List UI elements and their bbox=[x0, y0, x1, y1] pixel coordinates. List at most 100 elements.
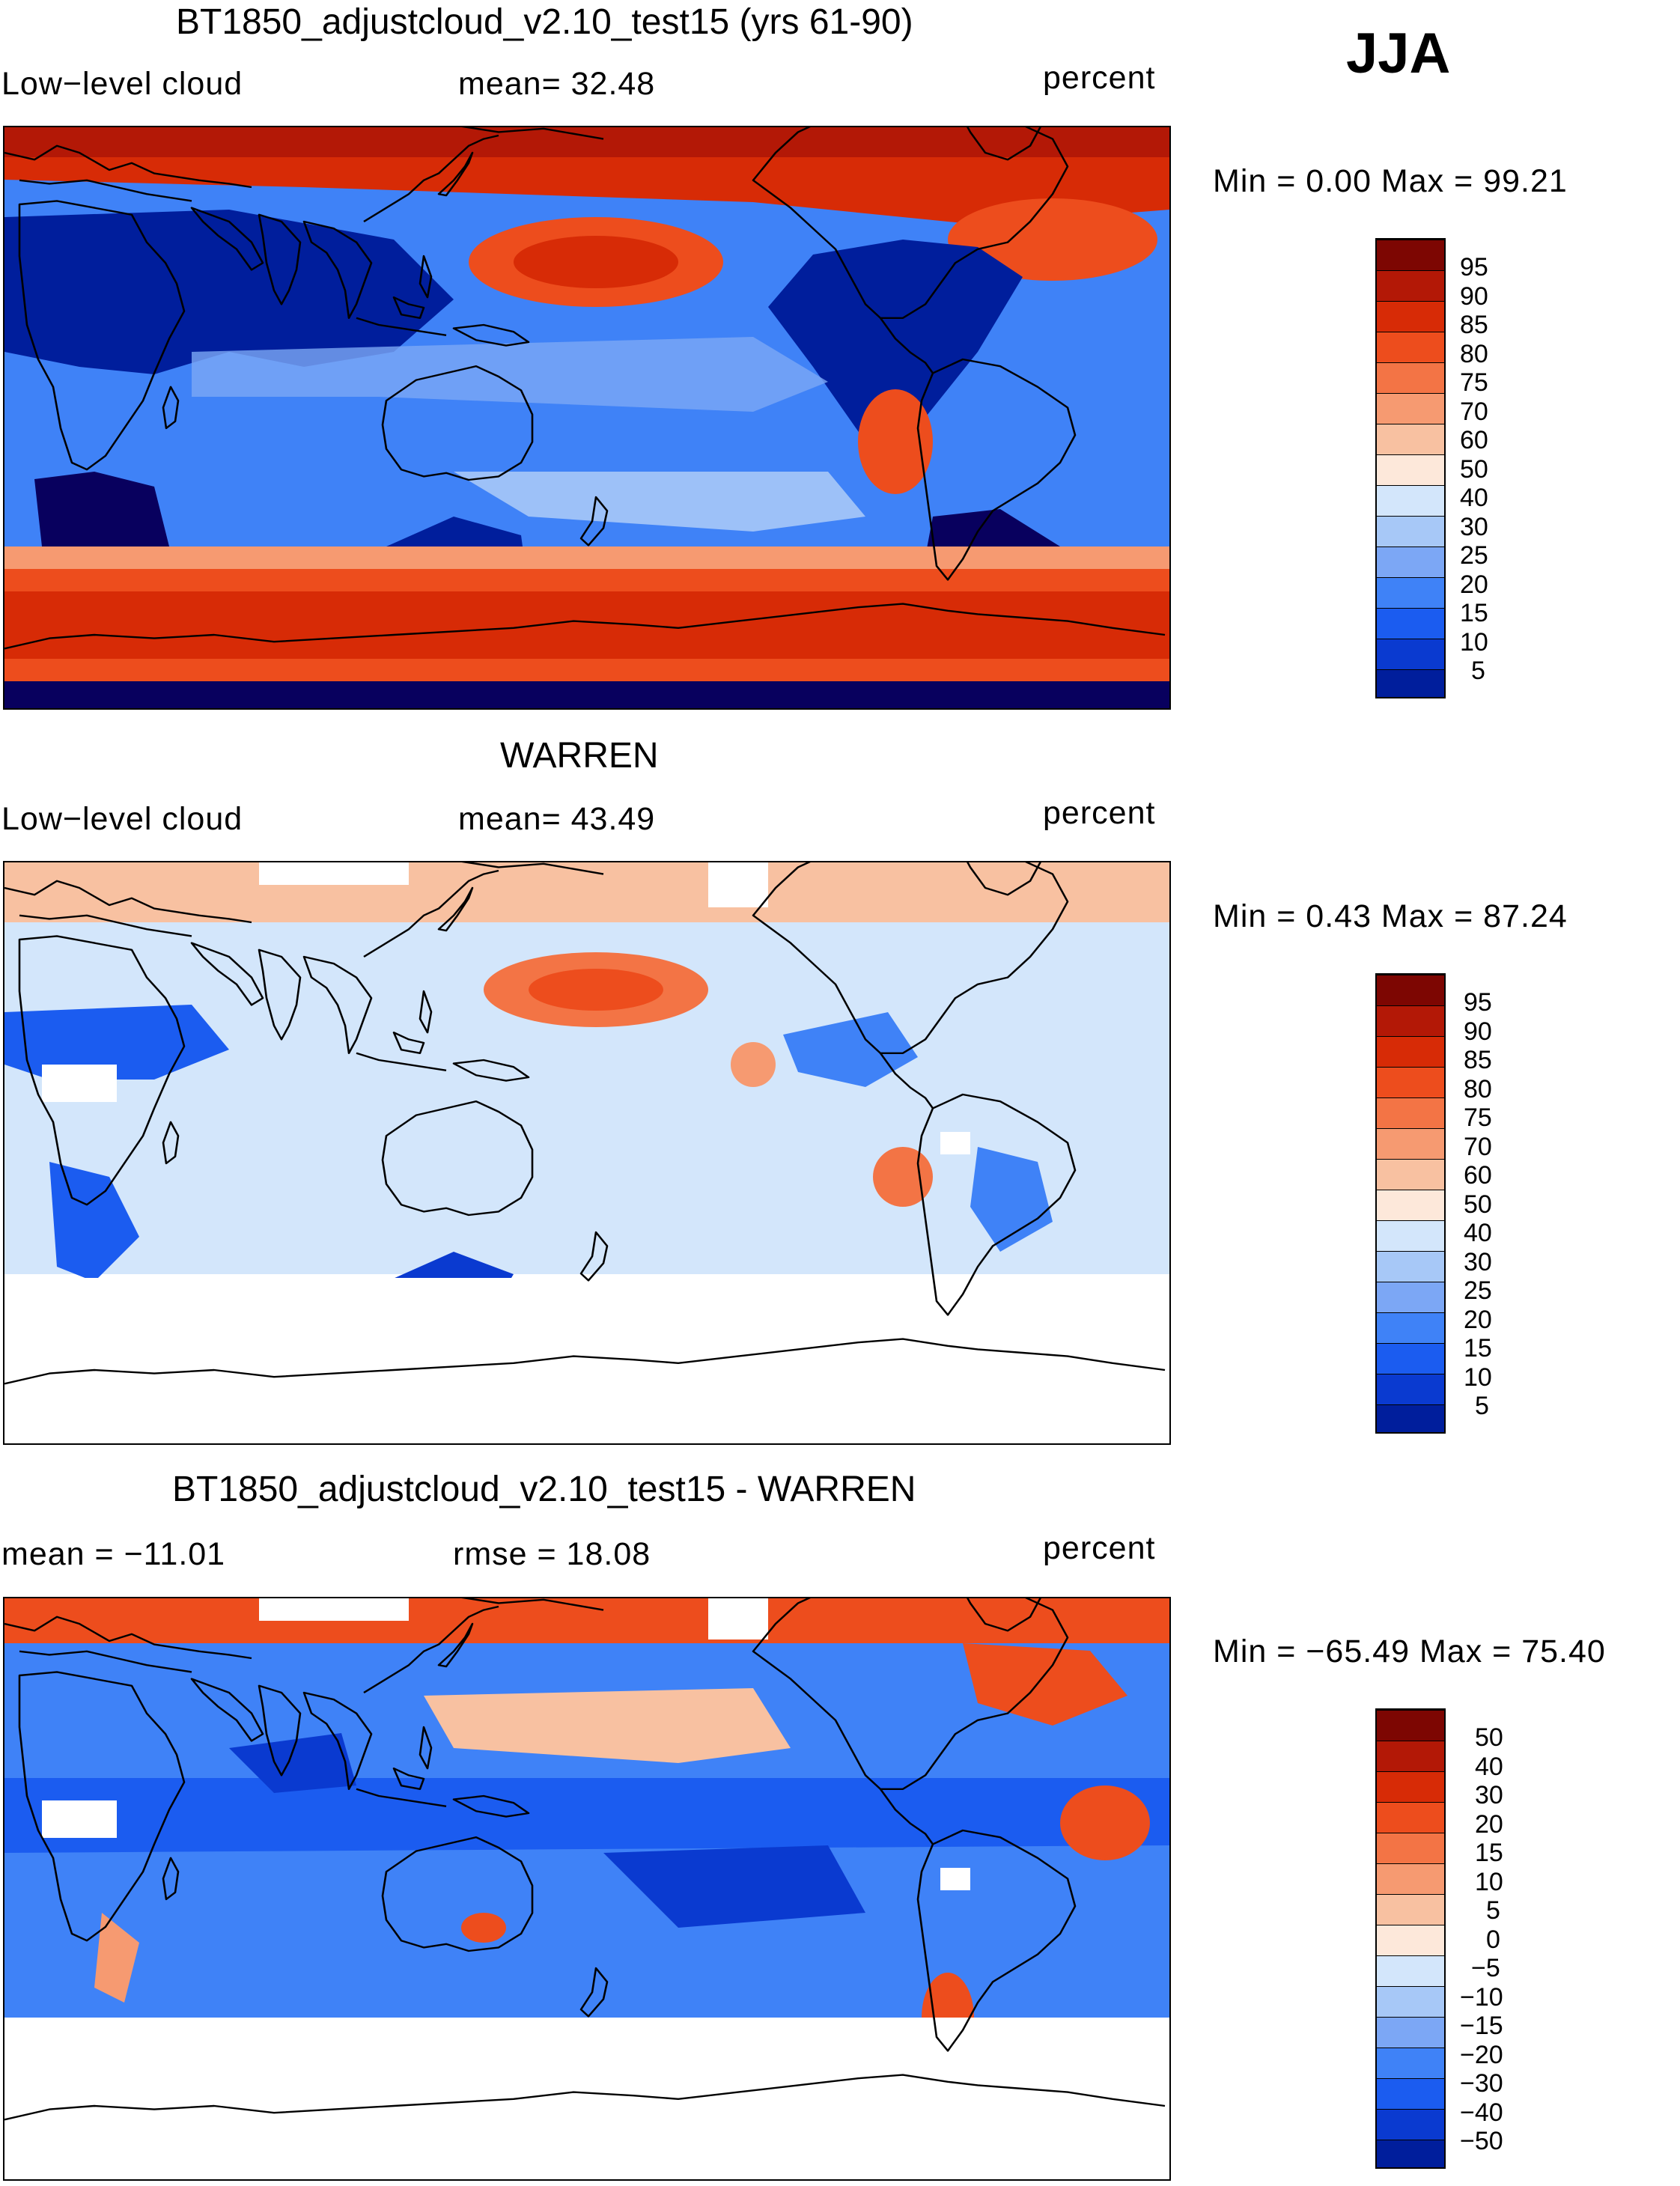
colorbar-tick-label: 90 bbox=[1464, 1017, 1492, 1046]
panel1-units-label: percent bbox=[1043, 60, 1156, 96]
subtropical-cloud bbox=[731, 1042, 776, 1087]
colorbar-segment bbox=[1377, 424, 1444, 454]
south-atlantic-difference bbox=[1060, 1785, 1150, 1860]
colorbar-tick-label: 15 bbox=[1464, 1334, 1492, 1363]
colorbar-segment bbox=[1377, 669, 1444, 697]
no-data-region-south bbox=[4, 2018, 1169, 2179]
panel2-units-label: percent bbox=[1043, 795, 1156, 831]
colorbar-segment bbox=[1377, 1802, 1444, 1833]
colorbar-segment bbox=[1377, 1220, 1444, 1251]
colorbar-segment bbox=[1377, 639, 1444, 669]
panel1-map-plot bbox=[4, 127, 1169, 708]
south-america-low-cloud bbox=[970, 1147, 1053, 1252]
colorbar-tick-label: 30 bbox=[1464, 1248, 1492, 1276]
colorbar-tick-label: −10 bbox=[1460, 1983, 1503, 2012]
colorbar-segment bbox=[1377, 2017, 1444, 2048]
colorbar-segment bbox=[1377, 393, 1444, 424]
panel3-minmax-label: Min = −65.49 Max = 75.40 bbox=[1213, 1634, 1606, 1669]
panel2-map bbox=[3, 861, 1171, 1445]
colorbar-segment bbox=[1377, 270, 1444, 301]
colorbar-tick-label: 5 bbox=[1471, 657, 1485, 685]
panel3-rmse-label: rmse = 18.08 bbox=[453, 1536, 651, 1572]
colorbar-segment bbox=[1377, 1894, 1444, 1925]
colorbar-segment bbox=[1377, 1710, 1444, 1741]
colorbar-tick-label: 85 bbox=[1464, 1046, 1492, 1074]
panel3-map bbox=[3, 1597, 1171, 2181]
colorbar-tick-label: 80 bbox=[1460, 340, 1488, 368]
north-pacific-difference bbox=[424, 1688, 791, 1763]
colorbar-tick-label: 25 bbox=[1460, 541, 1488, 570]
colorbar-segment bbox=[1377, 1067, 1444, 1097]
colorbar-segment bbox=[1377, 1374, 1444, 1404]
panel2-map-plot bbox=[4, 862, 1169, 1443]
panel3-colorbar bbox=[1375, 1708, 1446, 2169]
greenland-difference bbox=[963, 1643, 1127, 1726]
missing-data-region bbox=[708, 1598, 768, 1640]
colorbar-segment bbox=[1377, 608, 1444, 639]
panel1-colorbar bbox=[1375, 238, 1446, 698]
colorbar-tick-label: 0 bbox=[1486, 1925, 1500, 1954]
colorbar-segment bbox=[1377, 1404, 1444, 1432]
africa-difference bbox=[94, 1913, 139, 2003]
colorbar-tick-label: 40 bbox=[1464, 1219, 1492, 1247]
colorbar-tick-label: 5 bbox=[1486, 1896, 1500, 1925]
arctic-cloud-band-lower bbox=[4, 157, 1169, 225]
eurasia-low-cloud bbox=[4, 1005, 229, 1080]
colorbar-segment bbox=[1377, 2109, 1444, 2140]
missing-data-region bbox=[259, 862, 409, 885]
colorbar-tick-label: 20 bbox=[1460, 570, 1488, 599]
colorbar-segment bbox=[1377, 332, 1444, 362]
colorbar-segment bbox=[1377, 1005, 1444, 1036]
north-atlantic-cloud bbox=[948, 198, 1157, 281]
eurasia-low-cloud bbox=[4, 210, 454, 374]
colorbar-segment bbox=[1377, 1036, 1444, 1067]
panel3-mean-label: mean = −11.01 bbox=[1, 1536, 226, 1572]
colorbar-segment bbox=[1377, 1343, 1444, 1374]
colorbar-segment bbox=[1377, 516, 1444, 546]
colorbar-tick-label: 40 bbox=[1475, 1753, 1503, 1781]
panel1-map bbox=[3, 126, 1171, 710]
panel1-title: BT1850_adjustcloud_v2.10_test15 (yrs 61-… bbox=[176, 2, 913, 42]
africa-low-cloud bbox=[49, 1162, 139, 1282]
colorbar-segment bbox=[1377, 975, 1444, 1005]
colorbar-segment bbox=[1377, 1312, 1444, 1343]
colorbar-tick-label: 10 bbox=[1475, 1868, 1503, 1896]
colorbar-tick-label: −15 bbox=[1460, 2012, 1503, 2040]
tropical-difference-band bbox=[4, 1778, 1169, 1853]
missing-data-region bbox=[708, 862, 768, 907]
colorbar-segment bbox=[1377, 301, 1444, 332]
southern-ocean-band-core bbox=[4, 591, 1169, 659]
colorbar-tick-label: 5 bbox=[1475, 1392, 1489, 1420]
colorbar-segment bbox=[1377, 1128, 1444, 1159]
colorbar-tick-label: 70 bbox=[1464, 1133, 1492, 1161]
colorbar-tick-label: 30 bbox=[1475, 1781, 1503, 1809]
colorbar-segment bbox=[1377, 1986, 1444, 2017]
colorbar-tick-label: 15 bbox=[1475, 1839, 1503, 1867]
panel2-title: WARREN bbox=[500, 736, 659, 776]
colorbar-tick-label: 95 bbox=[1460, 253, 1488, 281]
tropical-band bbox=[192, 337, 828, 412]
colorbar-tick-label: 70 bbox=[1460, 398, 1488, 426]
colorbar-segment bbox=[1377, 546, 1444, 577]
colorbar-tick-label: 85 bbox=[1460, 311, 1488, 339]
missing-data-region bbox=[259, 1598, 409, 1621]
colorbar-segment bbox=[1377, 1833, 1444, 1863]
south-pacific-band bbox=[454, 472, 865, 532]
panel3-map-plot bbox=[4, 1598, 1169, 2179]
colorbar-segment bbox=[1377, 1282, 1444, 1312]
colorbar-tick-label: 50 bbox=[1464, 1190, 1492, 1219]
colorbar-segment bbox=[1377, 1741, 1444, 1771]
north-pacific-stratus-core bbox=[514, 236, 678, 288]
missing-data-region bbox=[42, 1800, 117, 1838]
colorbar-tick-label: −5 bbox=[1471, 1954, 1500, 1982]
panel1-minmax-label: Min = 0.00 Max = 99.21 bbox=[1213, 163, 1568, 199]
panel2-variable-label: Low−level cloud bbox=[1, 801, 243, 837]
colorbar-tick-label: 80 bbox=[1464, 1075, 1492, 1103]
antarctica-field bbox=[4, 681, 1169, 708]
panel2-colorbar bbox=[1375, 973, 1446, 1434]
panel2-mean-label: mean= 43.49 bbox=[458, 801, 656, 837]
panel3-units-label: percent bbox=[1043, 1530, 1156, 1566]
colorbar-tick-label: −50 bbox=[1460, 2127, 1503, 2155]
peru-stratocumulus bbox=[873, 1147, 933, 1207]
colorbar-segment bbox=[1377, 1925, 1444, 1955]
